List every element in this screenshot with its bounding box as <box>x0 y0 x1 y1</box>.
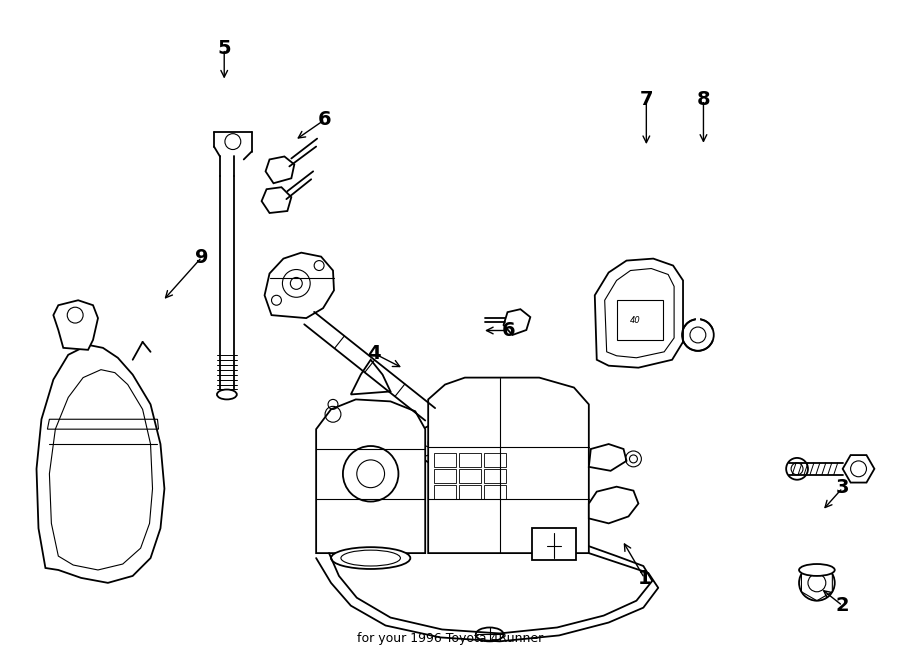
Text: 5: 5 <box>218 39 231 58</box>
Text: 4: 4 <box>367 344 381 363</box>
Polygon shape <box>265 253 334 318</box>
Polygon shape <box>37 345 165 583</box>
Ellipse shape <box>217 389 237 399</box>
Polygon shape <box>503 309 530 335</box>
Polygon shape <box>53 300 98 350</box>
Polygon shape <box>262 187 292 213</box>
Text: 7: 7 <box>640 91 653 109</box>
Text: 2: 2 <box>836 596 850 615</box>
Text: 3: 3 <box>836 479 850 497</box>
Polygon shape <box>415 421 463 465</box>
Polygon shape <box>351 360 391 395</box>
Text: 8: 8 <box>697 91 710 109</box>
Ellipse shape <box>799 564 834 576</box>
Text: 1: 1 <box>638 568 652 588</box>
Ellipse shape <box>331 547 410 569</box>
Text: 6: 6 <box>502 321 516 340</box>
Polygon shape <box>589 444 626 471</box>
Polygon shape <box>595 258 683 368</box>
Polygon shape <box>266 157 294 183</box>
FancyBboxPatch shape <box>532 528 576 560</box>
Text: 6: 6 <box>319 110 332 129</box>
Text: 40: 40 <box>630 315 641 325</box>
Polygon shape <box>842 455 875 483</box>
Polygon shape <box>589 486 638 524</box>
Ellipse shape <box>476 627 503 641</box>
Text: 9: 9 <box>195 248 209 266</box>
Polygon shape <box>316 399 425 553</box>
Circle shape <box>799 565 834 601</box>
Polygon shape <box>428 377 589 553</box>
Text: for your 1996 Toyota 4Runner: for your 1996 Toyota 4Runner <box>357 632 543 645</box>
